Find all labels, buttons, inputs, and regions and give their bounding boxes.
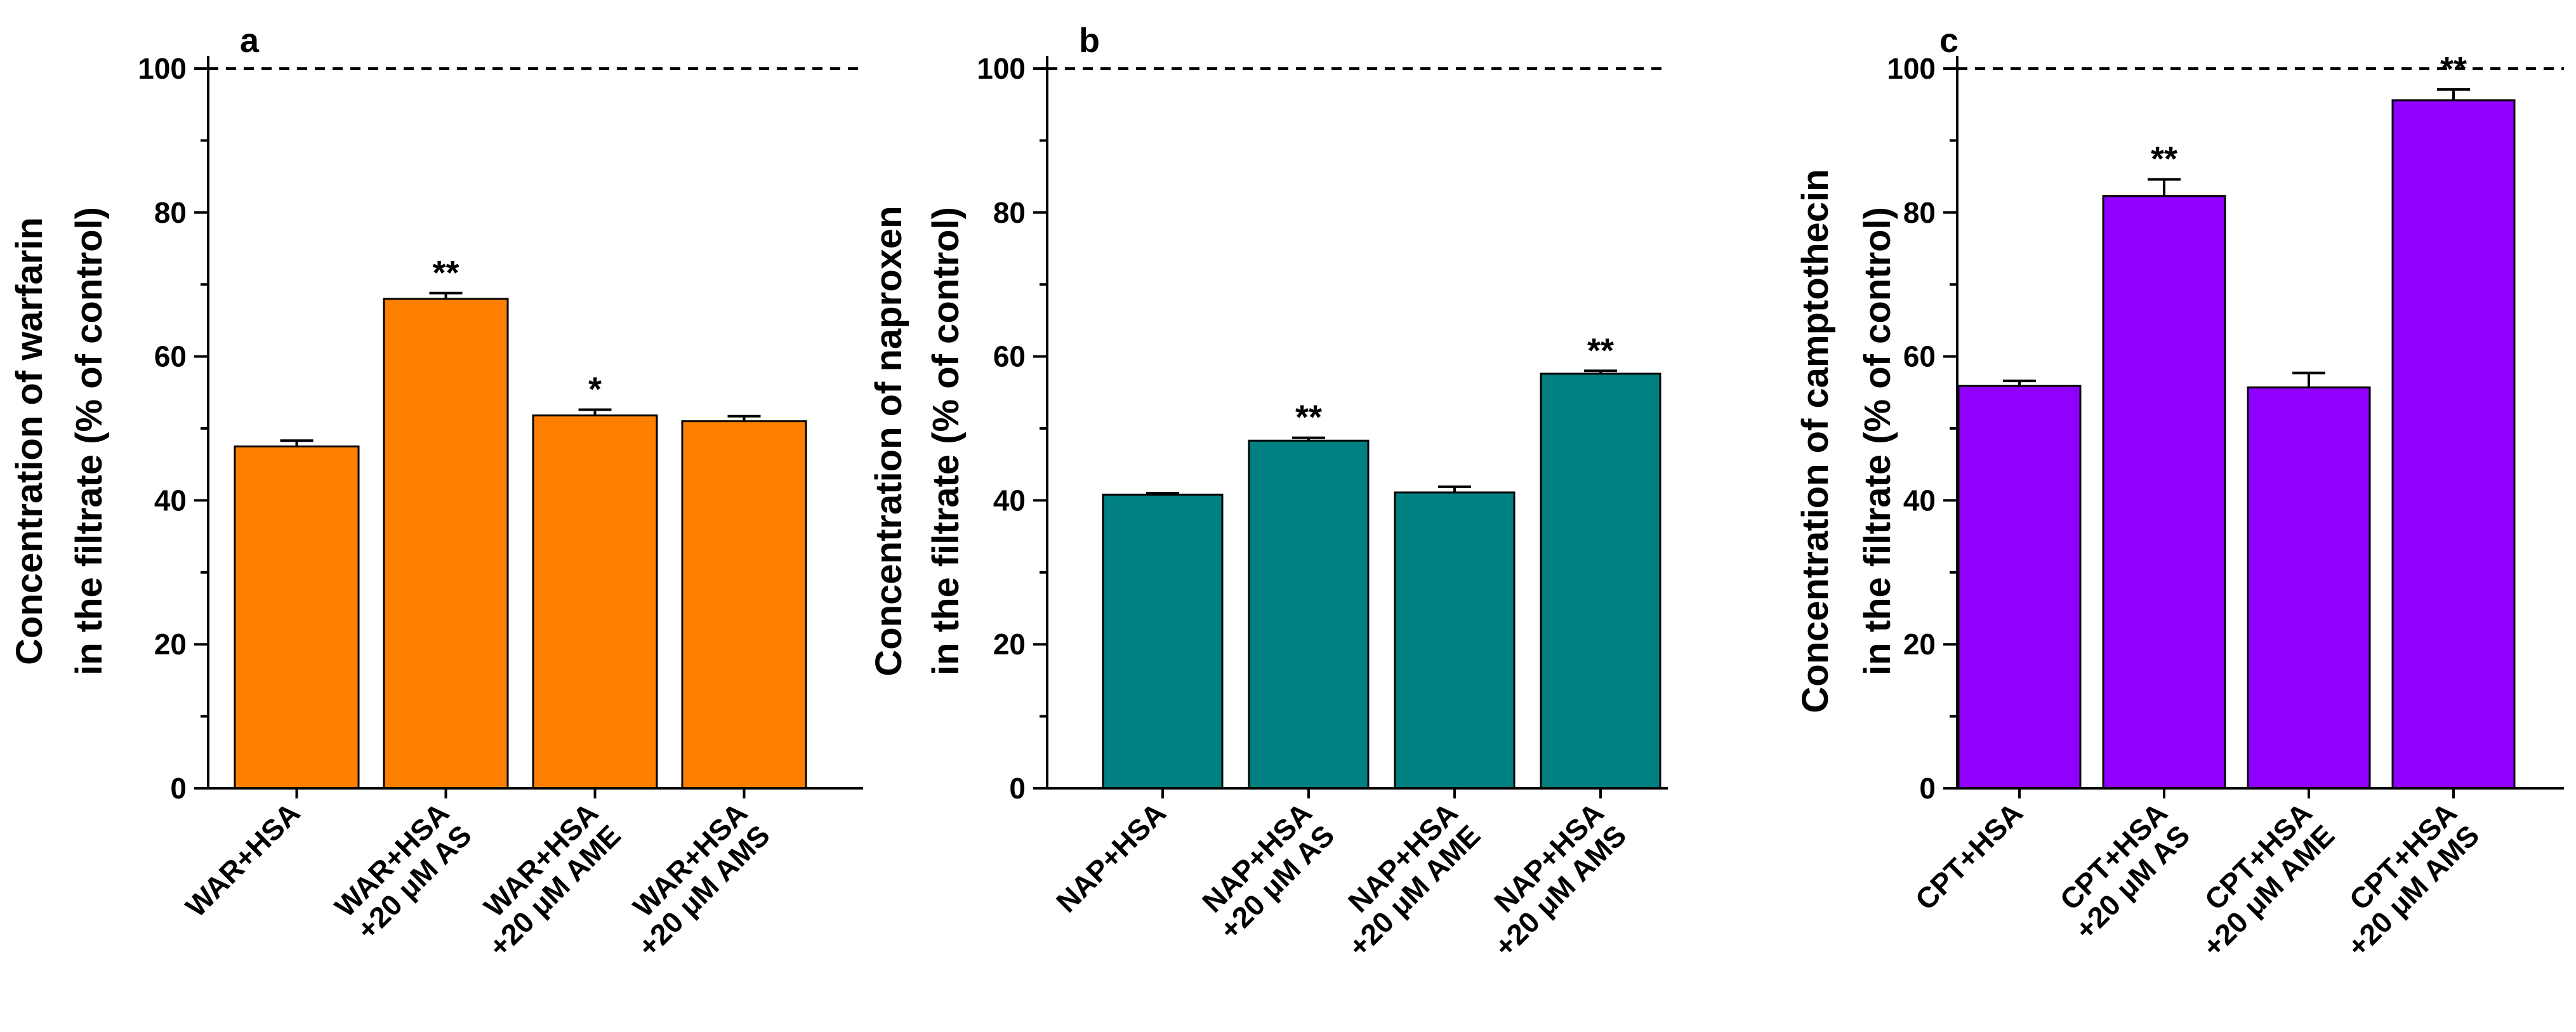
panel-b: NAP+HSA**NAP+HSA+20 μM AS NAP+HSA+20 μM A… <box>868 22 1668 963</box>
y-axis-title: in the filtrate (% of control) <box>69 207 110 675</box>
category-label: NAP+HSA <box>1050 796 1172 918</box>
panel-c: CPT+HSA**CPT+HSA+20 μM AS CPT+HSA+20 μM A… <box>1795 22 2564 963</box>
y-tick-label: 40 <box>993 484 1026 517</box>
error-bar <box>2003 380 2036 387</box>
category-label: CPT+HSA+20 μM AMS <box>2341 796 2485 963</box>
error-bar <box>2437 88 2470 100</box>
category-label: NAP+HSA+20 μM AS <box>1196 796 1340 946</box>
category-label-line: CPT+HSA <box>1909 796 2029 916</box>
y-tick-label: 20 <box>993 628 1026 661</box>
error-bar <box>1438 485 1471 493</box>
bar <box>681 420 807 790</box>
category-label: NAP+HSA+20 μM AME <box>1342 796 1486 963</box>
significance-label: ** <box>432 254 459 292</box>
significance-label: ** <box>2151 140 2177 178</box>
bar <box>2102 195 2226 790</box>
category-label: CPT+HSA <box>1909 796 2029 916</box>
error-bar <box>1146 492 1179 495</box>
y-axis-title: Concentration of naproxen <box>868 206 909 676</box>
bar <box>2247 386 2371 790</box>
category-label: CPT+HSA+20 μM AME <box>2196 796 2341 963</box>
error-bar <box>1584 369 1617 374</box>
error-bar <box>280 439 314 447</box>
y-tick-label: 0 <box>1009 772 1026 805</box>
panel-label: c <box>1939 22 1958 60</box>
y-tick-label: 60 <box>154 340 187 373</box>
y-tick-label: 20 <box>1903 628 1936 661</box>
bar <box>1540 373 1661 790</box>
category-label: WAR+HSA+20 μM AS <box>328 796 478 946</box>
y-tick-label: 100 <box>1887 52 1936 85</box>
category-label: NAP+HSA+20 μM AMS <box>1488 796 1632 963</box>
y-tick-label: 80 <box>993 196 1026 229</box>
error-bar <box>2148 178 2181 196</box>
bar <box>383 298 509 790</box>
bar <box>1957 385 2082 790</box>
y-tick-label: 80 <box>154 196 187 229</box>
category-label-line: NAP+HSA <box>1050 796 1172 918</box>
y-axis-title: in the filtrate (% of control) <box>925 207 967 675</box>
bar <box>532 414 658 790</box>
y-tick-label: 60 <box>1903 340 1936 373</box>
category-label: WAR+HSA <box>179 796 306 923</box>
category-label: WAR+HSA+20 μM AME <box>477 796 627 963</box>
category-label: CPT+HSA+20 μM AS <box>2054 796 2196 946</box>
panel-label: a <box>240 22 260 60</box>
y-tick-label: 100 <box>977 52 1026 85</box>
error-bar <box>578 408 612 416</box>
error-bar <box>2292 371 2325 388</box>
y-tick-label: 40 <box>154 484 187 517</box>
category-label-line: WAR+HSA <box>179 796 306 923</box>
bar <box>234 445 360 790</box>
bar <box>1394 491 1516 790</box>
panel-a: WAR+HSA ** WAR+HSA+20 μM AS * WAR+HSA+20 μM … <box>9 22 863 963</box>
y-tick-label: 20 <box>154 628 187 661</box>
bar <box>1102 493 1224 790</box>
error-bar <box>1292 436 1325 441</box>
y-tick-label: 80 <box>1903 196 1936 229</box>
error-bar <box>727 414 761 421</box>
significance-label: * <box>588 371 602 409</box>
panel-label: b <box>1079 22 1100 60</box>
y-axis-title: Concentration of warfarin <box>9 217 50 665</box>
significance-label: ** <box>2440 50 2467 88</box>
bar <box>2391 99 2516 790</box>
y-axis-title: Concentration of camptothecin <box>1795 169 1836 713</box>
bar <box>1248 439 1370 790</box>
significance-label: ** <box>1587 331 1614 369</box>
y-tick-label: 40 <box>1903 484 1936 517</box>
y-tick-label: 60 <box>993 340 1026 373</box>
y-axis-title: in the filtrate (% of control) <box>1857 207 1898 675</box>
y-tick-label: 0 <box>1919 772 1936 805</box>
y-tick-label: 100 <box>138 52 187 85</box>
category-label: WAR+HSA+20 μM AMS <box>626 796 776 963</box>
significance-label: ** <box>1295 399 1322 437</box>
y-tick-label: 0 <box>170 772 187 805</box>
error-bar <box>429 291 463 299</box>
